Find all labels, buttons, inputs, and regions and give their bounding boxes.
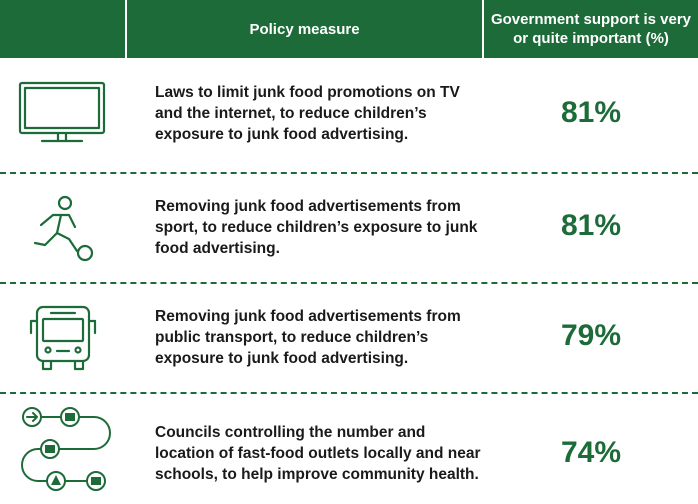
support-percent: 81% bbox=[560, 96, 622, 129]
policy-text: Councils controlling the number and loca… bbox=[155, 424, 481, 483]
table-row: Councils controlling the number and loca… bbox=[0, 394, 698, 504]
tv-icon bbox=[0, 58, 126, 172]
policy-text: Laws to limit junk food promotions on TV… bbox=[155, 84, 460, 143]
football-player-icon bbox=[0, 174, 126, 282]
policy-text: Removing junk food advertisements from p… bbox=[155, 308, 461, 367]
table-row: Removing junk food advertisements from s… bbox=[0, 174, 698, 282]
support-percent: 81% bbox=[560, 209, 622, 242]
table-row: Laws to limit junk food promotions on TV… bbox=[0, 58, 698, 172]
support-percent: 79% bbox=[560, 319, 622, 352]
row-divider bbox=[0, 282, 698, 284]
header-icon-cell bbox=[0, 0, 125, 58]
route-map-icon bbox=[0, 394, 126, 504]
table-row: Removing junk food advertisements from p… bbox=[0, 284, 698, 392]
support-percent: 74% bbox=[560, 436, 622, 469]
row-divider bbox=[0, 172, 698, 174]
row-divider bbox=[0, 392, 698, 394]
header-government-support: Government support is very or quite impo… bbox=[484, 0, 698, 58]
table-header: Policy measure Government support is ver… bbox=[0, 0, 698, 58]
bus-icon bbox=[0, 284, 126, 392]
policy-text: Removing junk food advertisements from s… bbox=[155, 198, 478, 257]
header-policy-measure: Policy measure bbox=[127, 0, 482, 58]
